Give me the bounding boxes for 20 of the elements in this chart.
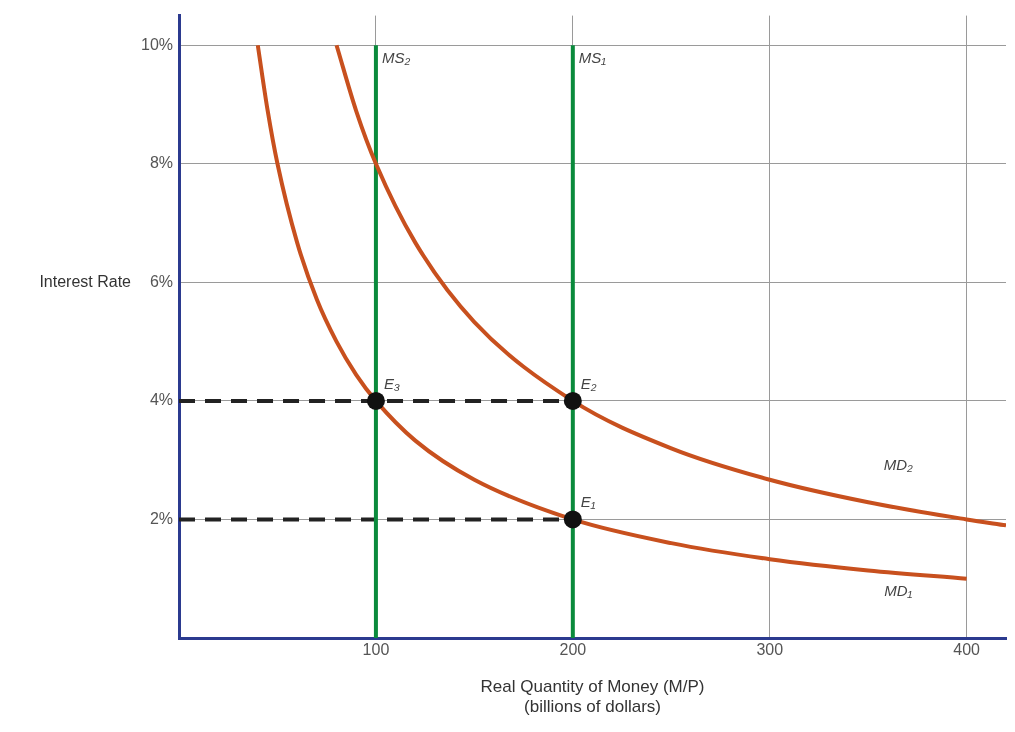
x-tick-label: 300 xyxy=(756,641,784,659)
x-axis-title: Real Quantity of Money (M/P) (billions of dollars) xyxy=(480,677,705,717)
x-tick-label: 100 xyxy=(362,641,390,659)
annotation: E₁ xyxy=(580,493,596,511)
x-tick-label: 400 xyxy=(953,641,981,659)
annotation: MS₂ xyxy=(381,48,411,66)
y-tick-label: 10% xyxy=(140,35,174,53)
annotation: MD₁ xyxy=(884,582,913,600)
annotation: E₃ xyxy=(383,374,400,392)
line-series xyxy=(334,43,1006,528)
x-tick-label: 200 xyxy=(559,641,587,659)
y-axis-title: Interest Rate xyxy=(39,272,132,290)
annotation: MD₂ xyxy=(883,455,913,473)
y-tick-label: 2% xyxy=(149,509,174,527)
y-tick-label: 6% xyxy=(149,272,174,290)
line-series xyxy=(255,43,969,581)
y-tick-label: 8% xyxy=(149,154,174,172)
annotation: MS₁ xyxy=(578,48,607,66)
y-tick-label: 4% xyxy=(149,391,174,409)
annotation: E₂ xyxy=(580,374,597,392)
